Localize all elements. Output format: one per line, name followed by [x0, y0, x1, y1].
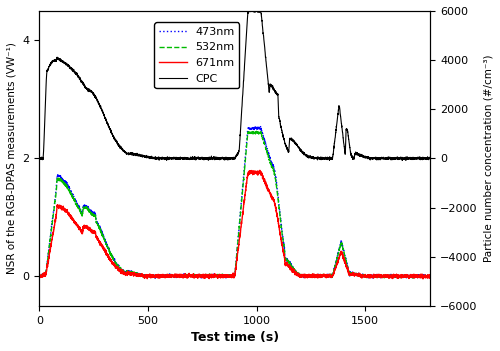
Y-axis label: Particle number concentration (#/cm⁻³): Particle number concentration (#/cm⁻³) — [483, 55, 493, 262]
532nm — [146, 273, 152, 278]
CPC — [427, 156, 433, 160]
532nm — [427, 275, 433, 279]
532nm — [378, 276, 384, 280]
532nm — [254, 129, 260, 133]
473nm — [273, 177, 279, 181]
473nm — [428, 273, 434, 278]
532nm — [428, 274, 434, 279]
532nm — [273, 180, 279, 184]
671nm — [120, 271, 126, 275]
671nm — [273, 205, 279, 209]
671nm — [390, 275, 396, 279]
CPC — [428, 155, 434, 160]
CPC — [280, 132, 285, 136]
Legend: 473nm, 532nm, 671nm, CPC: 473nm, 532nm, 671nm, CPC — [154, 22, 239, 88]
671nm — [427, 274, 433, 278]
CPC — [247, 7, 253, 12]
X-axis label: Test time (s): Test time (s) — [190, 331, 279, 344]
671nm — [146, 273, 152, 277]
Line: 532nm: 532nm — [40, 131, 430, 278]
Line: CPC: CPC — [40, 9, 430, 160]
532nm — [280, 235, 285, 239]
473nm — [36, 274, 43, 278]
671nm — [428, 273, 434, 278]
532nm — [390, 273, 396, 278]
Y-axis label: NSR of the RGB-DPAS measurements (VW⁻¹): NSR of the RGB-DPAS measurements (VW⁻¹) — [7, 42, 17, 274]
473nm — [280, 233, 285, 237]
Line: 473nm: 473nm — [40, 127, 430, 278]
CPC — [400, 158, 406, 163]
473nm — [427, 274, 433, 278]
473nm — [387, 276, 393, 280]
473nm — [146, 275, 152, 279]
671nm — [420, 277, 426, 281]
473nm — [390, 273, 396, 278]
671nm — [280, 246, 285, 250]
Line: 671nm: 671nm — [40, 170, 430, 279]
CPC — [390, 155, 396, 160]
671nm — [36, 274, 43, 279]
CPC — [146, 154, 152, 158]
473nm — [258, 125, 264, 129]
532nm — [120, 269, 126, 273]
671nm — [257, 168, 263, 172]
CPC — [120, 148, 126, 152]
CPC — [36, 155, 43, 159]
CPC — [273, 91, 279, 95]
473nm — [120, 269, 126, 273]
532nm — [36, 274, 43, 278]
